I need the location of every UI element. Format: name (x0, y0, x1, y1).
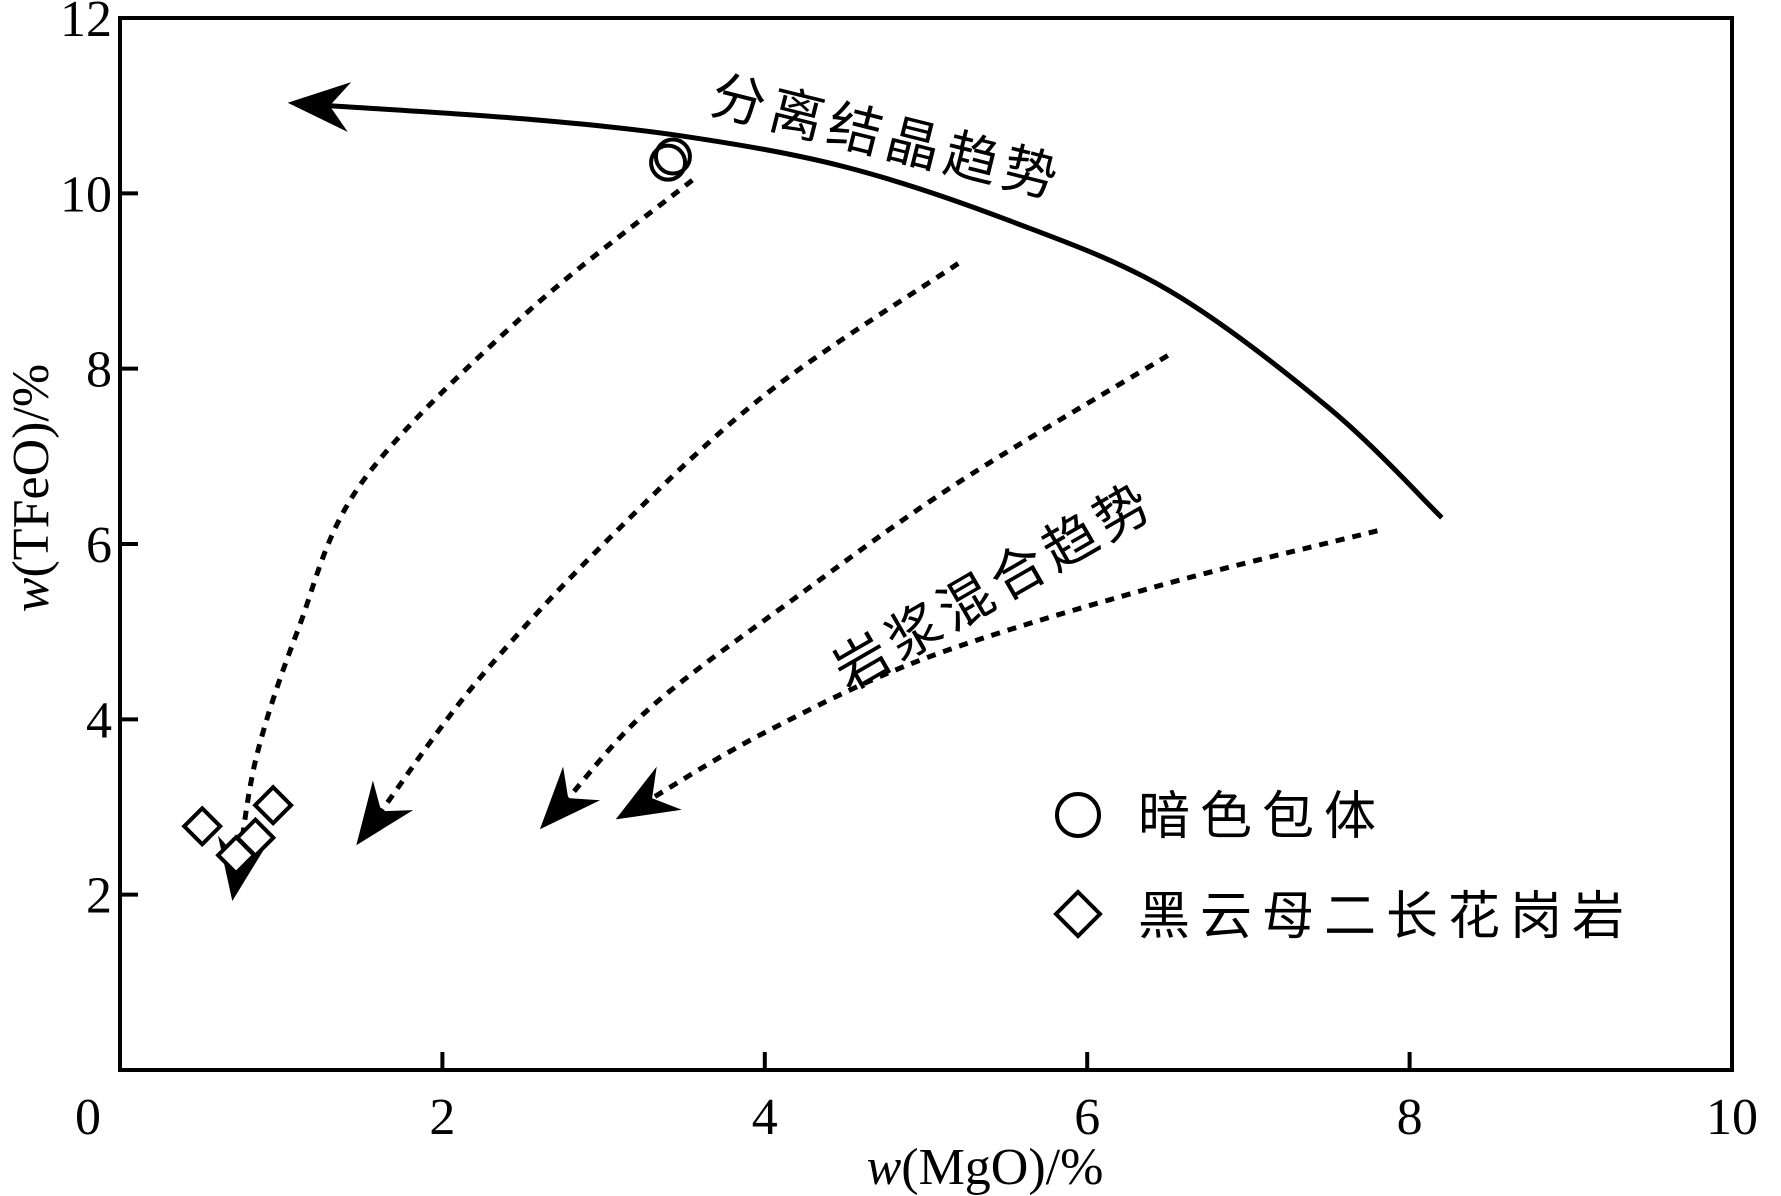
trend-line-mix-3 (566, 353, 1170, 800)
legend-diamond-icon (1053, 889, 1103, 939)
x-tick-label: 10 (1706, 1089, 1758, 1146)
y-tick-label: 6 (86, 517, 112, 574)
legend-label-granite: 黑云母二长花岗岩 (1138, 887, 1634, 947)
axis-ticks: 0 2 4 6 8 10 2 4 6 8 10 12 (60, 0, 1758, 1146)
arrow-head-icon (539, 766, 601, 830)
y-tick-label: 8 (86, 342, 112, 399)
y-tick-label: 2 (86, 868, 112, 925)
fractional-crystallization-label: 分离结晶趋势 (705, 63, 1070, 211)
x-tick-label: 4 (752, 1089, 778, 1146)
y-tick-label: 12 (60, 0, 112, 48)
arrow-head-icon (287, 82, 352, 132)
legend: 暗色包体 黑云母二长花岗岩 (1053, 787, 1634, 947)
x-axis-label: w(MgO)/% (867, 1139, 1104, 1196)
trend-line-mix-4 (650, 528, 1379, 801)
inclusion-point (649, 143, 688, 182)
y-tick-label: 10 (60, 166, 112, 223)
trend-line-mix-1 (236, 178, 694, 861)
x-tick-label: 0 (75, 1089, 101, 1146)
magma-mixing-label: 岩浆混合趋势 (823, 469, 1166, 704)
arrow-head-icon (356, 780, 414, 846)
data-markers (181, 137, 692, 877)
x-tick-label: 8 (1397, 1089, 1423, 1146)
x-tick-label: 2 (429, 1089, 455, 1146)
y-tick-label: 4 (86, 692, 112, 749)
granite-point (252, 784, 294, 827)
legend-label-inclusion: 暗色包体 (1138, 787, 1386, 847)
trend-line-mix-2 (379, 261, 960, 813)
granite-point (181, 805, 224, 848)
granite-point (234, 816, 277, 859)
legend-circle-icon (1055, 792, 1101, 838)
trend-line-fractional (329, 103, 1444, 520)
x-tick-label: 6 (1074, 1089, 1100, 1146)
trend-lines (218, 82, 1444, 901)
y-axis-label: w(TFeO)/% (3, 364, 60, 612)
inclusion-point (653, 137, 692, 176)
arrow-head-icon (615, 766, 682, 820)
